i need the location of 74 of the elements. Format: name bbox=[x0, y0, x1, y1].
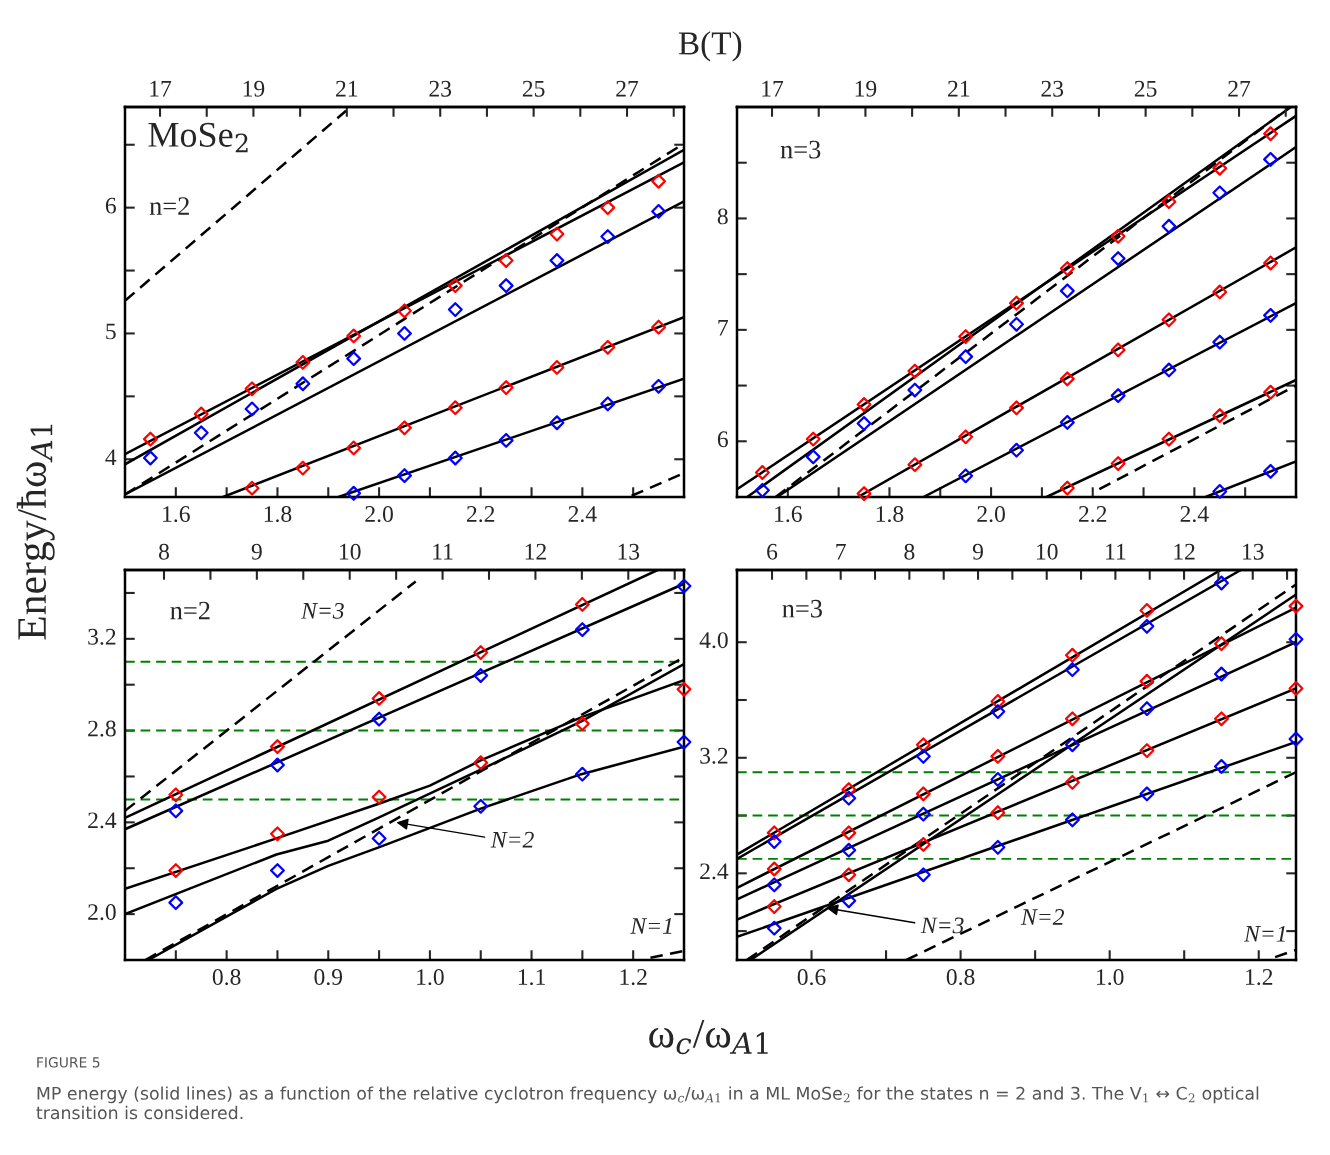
x-tick-label: 2.0 bbox=[365, 506, 393, 523]
x2-tick-label: 13 bbox=[1243, 543, 1264, 560]
x-tick-label: 1.8 bbox=[264, 506, 292, 523]
y-tick-label: 5 bbox=[106, 323, 116, 340]
text: MP energy (solid lines) as a function of the relative cyclotron frequency ω$_{c}$/ω$_{A1}$ in a ML MoSe$_{2}$ for the states n = 2 and 3. The V$_{1}$ ↔ C$_{2}$ optical transition is considered. bbox=[36, 1086, 1259, 1120]
x-tick-label: 0.6 bbox=[797, 969, 826, 986]
annotation: N=2 bbox=[490, 831, 534, 848]
x2-tick-label: 8 bbox=[159, 543, 169, 560]
y-tick-label: 2.4 bbox=[88, 812, 117, 829]
x-tick-label: 2.2 bbox=[467, 506, 495, 523]
y-tick-label: 3.2 bbox=[88, 628, 116, 645]
x-tick-label: 2.2 bbox=[1079, 506, 1107, 523]
x-tick-label: 1.2 bbox=[1246, 969, 1273, 986]
x-tick-label: 1.8 bbox=[876, 506, 904, 523]
x-tick-label: 2.4 bbox=[1180, 506, 1209, 523]
x-tick-label: 1.6 bbox=[163, 506, 190, 523]
x2-tick-label: 27 bbox=[616, 80, 639, 97]
x2-tick-label: 7 bbox=[836, 543, 846, 560]
x-tick-label: 1.1 bbox=[518, 969, 545, 986]
y-tick-label: 4 bbox=[105, 449, 117, 465]
x-tick-label: 1.2 bbox=[620, 969, 647, 986]
x2-tick-label: 11 bbox=[1106, 543, 1126, 560]
y-tick-label: 6 bbox=[717, 431, 728, 448]
x2-tick-label: 21 bbox=[336, 80, 358, 97]
x2-tick-label: 9 bbox=[251, 543, 262, 560]
x2-tick-label: 13 bbox=[618, 543, 640, 560]
x-tick-label: 0.8 bbox=[212, 969, 241, 986]
annotation: N=2 bbox=[1020, 909, 1064, 925]
y-tick-label: 2.0 bbox=[88, 904, 116, 921]
x-tick-label: 0.9 bbox=[314, 969, 343, 986]
y-tick-label: 7 bbox=[718, 320, 728, 336]
x2-tick-label: 23 bbox=[429, 80, 452, 97]
y-tick-label: 6 bbox=[105, 197, 116, 214]
x2-tick-label: 12 bbox=[525, 543, 546, 560]
x2-tick-label: 12 bbox=[1174, 543, 1195, 560]
y-tick-label: 2.4 bbox=[700, 863, 729, 880]
x-tick-label: 1.6 bbox=[775, 506, 802, 523]
annotation: n=3 bbox=[782, 599, 822, 618]
annotation: n=2 bbox=[170, 601, 210, 620]
x2-tick-label: 19 bbox=[243, 80, 265, 97]
x-tick-label: 1.0 bbox=[417, 969, 444, 986]
x-axis-title: ω$_{c}$/ω$_{A1}$ bbox=[649, 1019, 768, 1055]
x-tick-label: 0.8 bbox=[946, 969, 975, 986]
y-tick-label: 2.8 bbox=[88, 720, 116, 737]
x2-tick-label: 23 bbox=[1041, 80, 1064, 97]
y-tick-label: 4.0 bbox=[699, 632, 728, 649]
x2-tick-label: 9 bbox=[972, 543, 983, 560]
caption: FIGURE 5 bbox=[37, 1057, 100, 1068]
y-tick-label: 8 bbox=[717, 208, 728, 225]
x2-tick-label: 21 bbox=[948, 80, 970, 97]
x-tick-label: 2.0 bbox=[977, 506, 1005, 523]
x2-tick-label: 17 bbox=[150, 80, 172, 97]
annotation: MoSe$_{2}$ bbox=[148, 122, 248, 153]
y-axis-title: Energy/ħω$_{A1}$ bbox=[16, 424, 55, 640]
x2-axis-title: B(T) bbox=[678, 31, 742, 62]
annotation: N=1 bbox=[630, 918, 672, 934]
x2-tick-label: 19 bbox=[855, 80, 877, 97]
x2-tick-label: 27 bbox=[1228, 80, 1251, 97]
x2-tick-label: 10 bbox=[339, 543, 361, 560]
annotation: N=1 bbox=[1243, 925, 1286, 942]
x2-tick-label: 25 bbox=[522, 80, 545, 97]
annotation: n=2 bbox=[149, 197, 189, 215]
annotation: N=3 bbox=[920, 917, 964, 934]
x2-tick-label: 10 bbox=[1036, 543, 1058, 560]
x2-tick-label: 6 bbox=[767, 543, 778, 560]
x2-tick-label: 8 bbox=[904, 543, 915, 560]
x2-tick-label: 11 bbox=[433, 543, 453, 560]
x2-tick-label: 25 bbox=[1134, 80, 1157, 97]
x-tick-label: 2.4 bbox=[568, 506, 597, 523]
annotation: N=3 bbox=[300, 602, 344, 619]
x-tick-label: 1.0 bbox=[1096, 969, 1124, 986]
x2-tick-label: 17 bbox=[762, 80, 784, 97]
annotation: n=3 bbox=[780, 140, 821, 159]
y-tick-label: 3.2 bbox=[700, 747, 728, 764]
